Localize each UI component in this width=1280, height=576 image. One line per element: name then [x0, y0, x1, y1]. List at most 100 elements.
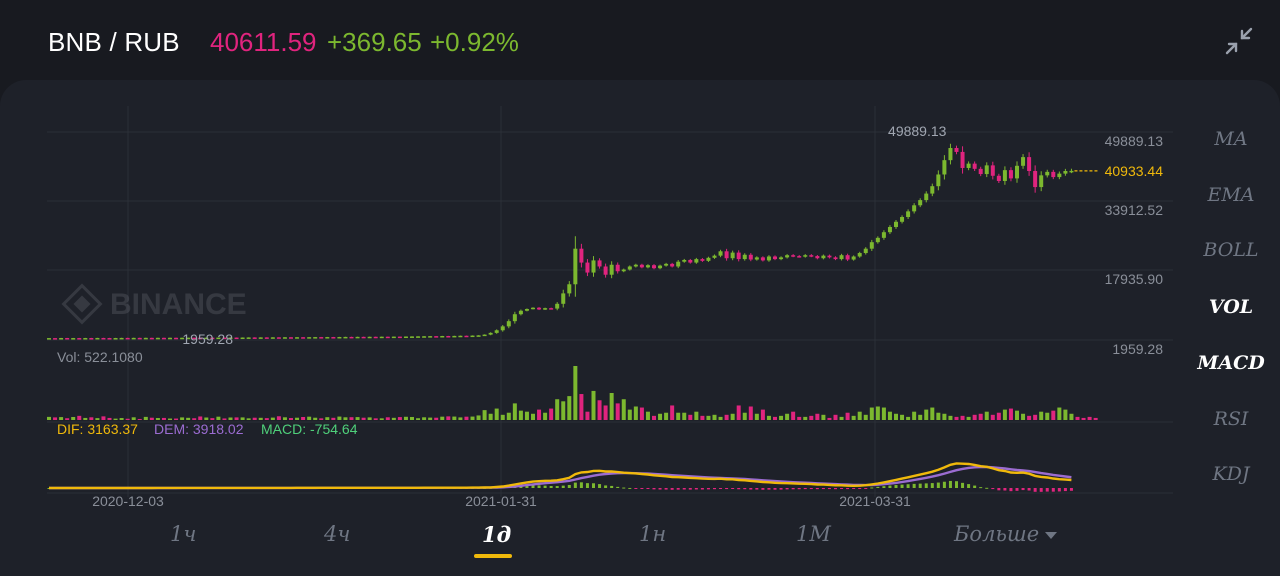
- candle: [706, 256, 711, 262]
- volume-bar: [77, 415, 82, 420]
- y-axis-label: 1959.28: [1112, 341, 1163, 357]
- candle: [186, 337, 191, 340]
- candle: [385, 336, 390, 339]
- candle: [240, 337, 245, 340]
- candle-body: [240, 337, 245, 340]
- volume-bar: [476, 415, 481, 420]
- x-axis-label: 2020-12-03: [92, 493, 164, 509]
- candle: [833, 256, 838, 261]
- candle: [978, 166, 983, 177]
- candle-body: [131, 337, 136, 340]
- pair-title: BNB / RUB: [48, 27, 180, 57]
- timeframe-1н[interactable]: 1н: [639, 522, 666, 546]
- volume-bar: [446, 416, 451, 420]
- candle-body: [222, 337, 227, 340]
- volume-bar: [948, 415, 953, 420]
- candle-body: [918, 200, 923, 206]
- macd-bar: [1045, 488, 1049, 492]
- macd-bar: [979, 487, 983, 489]
- volume-bar: [131, 417, 136, 420]
- volume-bar: [839, 416, 844, 420]
- timeframe-4ч[interactable]: 4ч: [324, 522, 350, 546]
- candle-body: [833, 257, 838, 260]
- candle-body: [385, 336, 390, 339]
- candle-body: [367, 336, 372, 339]
- svg-text:BINANCE: BINANCE: [110, 288, 247, 321]
- candle: [65, 337, 70, 340]
- candle-body: [966, 163, 971, 168]
- volume-bar: [379, 418, 384, 420]
- macd-bar: [930, 483, 934, 488]
- candle: [125, 337, 130, 340]
- macd-bar: [549, 485, 553, 488]
- candle-body: [397, 336, 402, 339]
- timeframe-1М[interactable]: 1М: [796, 522, 831, 546]
- candle: [174, 337, 179, 340]
- candle-body: [440, 336, 445, 338]
- volume-bar: [107, 417, 112, 420]
- candle: [954, 145, 959, 155]
- indicator-kdj[interactable]: KDJ: [1212, 463, 1250, 485]
- indicator-ma[interactable]: MA: [1214, 128, 1248, 150]
- volume-bar: [894, 413, 898, 420]
- volume-bar: [779, 415, 784, 420]
- candle-body: [633, 264, 638, 267]
- candle: [512, 311, 517, 324]
- volume-bar: [682, 412, 687, 420]
- macd-bar: [1003, 488, 1007, 491]
- macd-bar: [997, 488, 1001, 491]
- volume-bar: [639, 407, 644, 420]
- volume-bar: [730, 413, 735, 420]
- candle: [192, 337, 197, 340]
- volume-bar: [881, 407, 886, 420]
- indicator-rsi[interactable]: RSI: [1213, 408, 1249, 430]
- timeframe-more[interactable]: Больше: [954, 522, 1058, 546]
- candle-body: [77, 338, 82, 340]
- volume-bar: [700, 415, 705, 420]
- candle-body: [422, 336, 427, 338]
- indicator-boll[interactable]: BOLL: [1203, 239, 1259, 261]
- candle-body: [627, 266, 632, 270]
- candle-body: [875, 237, 880, 243]
- volume-bar: [422, 417, 427, 420]
- volume-bar: [174, 418, 179, 420]
- volume-bar: [500, 414, 505, 420]
- indicator-macd[interactable]: MACD: [1197, 352, 1265, 374]
- timeframe-1д[interactable]: 1д: [482, 522, 511, 547]
- macd-bar: [906, 484, 910, 488]
- candle: [488, 332, 493, 336]
- volume-label: Vol: 522.1080: [57, 349, 143, 365]
- timeframe-label: 1д: [482, 522, 512, 547]
- chart-labels: 49889.13 33912.52 17935.90 1959.28 49889.13 1…: [57, 123, 1163, 509]
- candle-body: [198, 337, 203, 340]
- volume-bar: [428, 417, 433, 420]
- timeframe-label: 4ч: [324, 522, 351, 546]
- macd-bar: [767, 488, 771, 490]
- candle: [59, 337, 64, 340]
- candle: [887, 225, 892, 235]
- candle: [464, 335, 469, 338]
- timeframe-1ч[interactable]: 1ч: [170, 522, 196, 546]
- candle: [482, 334, 487, 337]
- volume-bar: [724, 414, 729, 420]
- indicator-ema[interactable]: EMA: [1207, 184, 1255, 206]
- candle: [821, 254, 826, 260]
- indicator-vol[interactable]: VOL: [1208, 296, 1254, 318]
- volume-bar: [1057, 407, 1062, 420]
- candle-body: [307, 337, 312, 339]
- candle: [567, 281, 572, 297]
- macd-bar: [688, 488, 692, 490]
- candle: [736, 250, 741, 262]
- candle: [924, 191, 929, 203]
- candle-body: [990, 165, 995, 176]
- macd-bar: [973, 485, 977, 488]
- volume-bar: [403, 416, 408, 420]
- candle-body: [827, 255, 832, 258]
- volume-bar: [579, 394, 584, 420]
- collapse-icon[interactable]: [1222, 26, 1256, 56]
- volume-bar: [797, 416, 802, 420]
- macd-bar: [737, 488, 741, 490]
- volume-bar: [712, 414, 717, 420]
- candle: [791, 254, 796, 258]
